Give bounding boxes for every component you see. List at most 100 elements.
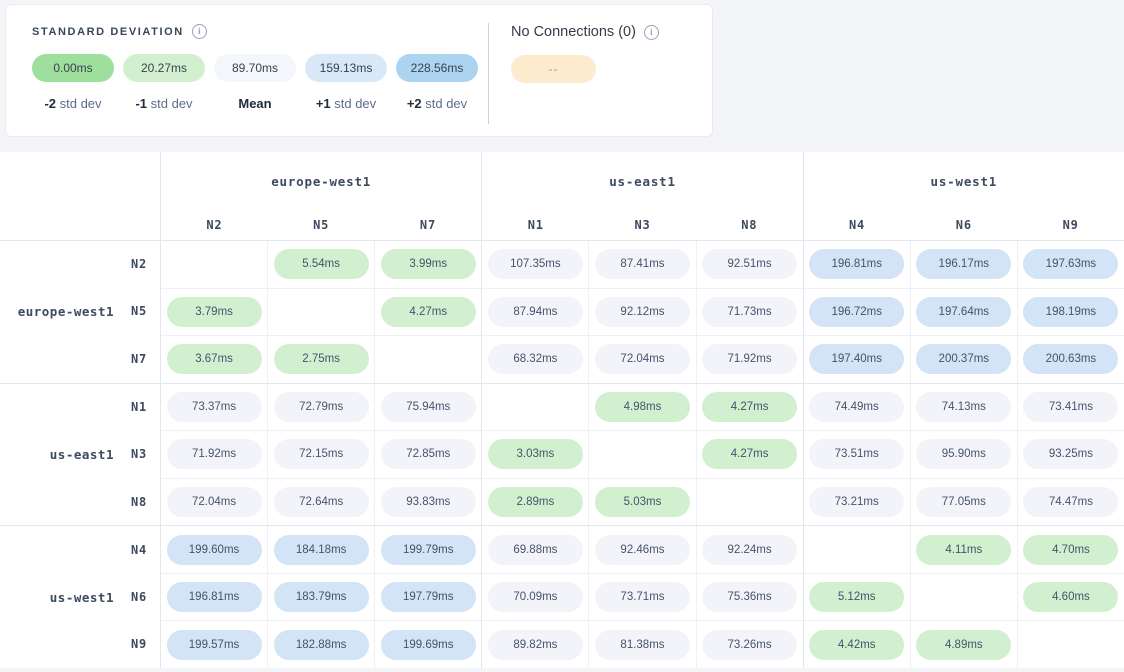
latency-cell[interactable]: 75.36ms — [695, 572, 803, 621]
latency-cell[interactable]: 71.92ms — [160, 430, 268, 478]
latency-cell[interactable]: 92.12ms — [588, 287, 696, 336]
latency-matrix: europe-west1 N2 N5 N7 us-east1 N1 N3 N8 us-west1… — [0, 152, 1124, 668]
latency-cell[interactable]: 72.04ms — [588, 335, 696, 383]
latency-cell[interactable]: 73.51ms — [802, 430, 910, 478]
latency-cell[interactable]: 3.67ms — [160, 335, 268, 383]
latency-cell[interactable]: 74.49ms — [802, 382, 910, 431]
latency-cell[interactable]: 5.12ms — [802, 572, 910, 621]
latency-cell[interactable]: 107.35ms — [481, 240, 589, 288]
latency-cell[interactable]: 75.94ms — [374, 382, 482, 431]
latency-cell[interactable]: 200.63ms — [1016, 335, 1124, 383]
row-node-label: N8 — [130, 494, 148, 509]
std-dev-section: STANDARD DEVIATION i 0.00ms 20.27ms 89.70m… — [6, 5, 488, 136]
latency-cell[interactable]: 73.41ms — [1016, 382, 1124, 431]
latency-cell[interactable]: 3.79ms — [160, 287, 268, 336]
latency-cell[interactable]: 5.54ms — [267, 240, 375, 288]
latency-cell[interactable]: 72.64ms — [267, 477, 375, 526]
latency-cell[interactable]: 183.79ms — [267, 572, 375, 621]
latency-cell[interactable]: 92.46ms — [588, 525, 696, 573]
latency-cell[interactable]: 4.60ms — [1016, 572, 1124, 621]
latency-cell[interactable]: 93.83ms — [374, 477, 482, 526]
latency-pill: 70.09ms — [487, 582, 583, 613]
latency-pill: 5.12ms — [809, 582, 905, 613]
latency-pill: 73.41ms — [1023, 391, 1119, 422]
latency-pill: 95.90ms — [916, 439, 1012, 470]
latency-pill: 87.41ms — [594, 249, 690, 280]
latency-cell[interactable]: 197.64ms — [909, 287, 1017, 336]
latency-cell[interactable]: 72.15ms — [267, 430, 375, 478]
latency-cell[interactable]: 72.79ms — [267, 382, 375, 431]
latency-cell[interactable]: 73.37ms — [160, 382, 268, 431]
latency-cell[interactable]: 87.41ms — [588, 240, 696, 288]
latency-cell[interactable]: 69.88ms — [481, 525, 589, 573]
latency-cell[interactable]: 4.70ms — [1016, 525, 1124, 573]
latency-cell[interactable]: 81.38ms — [588, 620, 696, 668]
latency-cell[interactable]: 2.75ms — [267, 335, 375, 383]
latency-cell[interactable]: 92.24ms — [695, 525, 803, 573]
latency-cell[interactable]: 5.03ms — [588, 477, 696, 526]
latency-cell[interactable]: 73.71ms — [588, 572, 696, 621]
latency-cell[interactable]: 196.72ms — [802, 287, 910, 336]
latency-cell[interactable]: 70.09ms — [481, 572, 589, 621]
latency-cell[interactable]: 3.03ms — [481, 430, 589, 478]
latency-cell[interactable]: 2.89ms — [481, 477, 589, 526]
latency-pill: 199.60ms — [166, 534, 262, 565]
std-dev-step-label: +1 std dev — [315, 96, 377, 111]
latency-pill: 196.17ms — [916, 249, 1012, 280]
latency-pill: 72.04ms — [166, 487, 262, 518]
latency-pill: 3.03ms — [487, 439, 583, 470]
info-icon[interactable]: i — [191, 24, 207, 39]
latency-cell[interactable]: 73.21ms — [802, 477, 910, 526]
latency-cell[interactable]: 68.32ms — [481, 335, 589, 383]
latency-pill: 199.69ms — [380, 629, 476, 660]
latency-cell[interactable]: 3.99ms — [374, 240, 482, 288]
latency-cell[interactable]: 74.13ms — [909, 382, 1017, 431]
latency-cell[interactable]: 74.47ms — [1016, 477, 1124, 526]
latency-cell[interactable]: 199.57ms — [160, 620, 268, 668]
region-header-label: europe-west1 — [271, 174, 372, 189]
latency-pill: 184.18ms — [273, 534, 369, 565]
latency-pill: 196.81ms — [809, 249, 905, 280]
latency-cell[interactable]: 71.92ms — [695, 335, 803, 383]
latency-cell[interactable]: 198.19ms — [1016, 287, 1124, 336]
latency-cell[interactable]: 4.89ms — [909, 620, 1017, 668]
latency-cell[interactable]: 72.85ms — [374, 430, 482, 478]
latency-cell[interactable]: 196.17ms — [909, 240, 1017, 288]
latency-cell[interactable]: 196.81ms — [802, 240, 910, 288]
row-region-label-text: us-east1 — [49, 446, 114, 462]
latency-cell[interactable]: 196.81ms — [160, 572, 268, 621]
latency-cell[interactable]: 87.94ms — [481, 287, 589, 336]
latency-cell[interactable]: 199.69ms — [374, 620, 482, 668]
latency-pill: 199.57ms — [166, 629, 262, 660]
latency-cell[interactable]: 197.79ms — [374, 572, 482, 621]
latency-cell[interactable]: 4.11ms — [909, 525, 1017, 573]
latency-pill: 197.64ms — [916, 296, 1012, 327]
latency-cell[interactable]: 89.82ms — [481, 620, 589, 668]
latency-cell[interactable]: 199.60ms — [160, 525, 268, 573]
no-connections-title: No Connections (0) — [511, 24, 636, 40]
latency-cell[interactable]: 92.51ms — [695, 240, 803, 288]
latency-cell[interactable]: 72.04ms — [160, 477, 268, 526]
latency-cell[interactable]: 4.98ms — [588, 382, 696, 431]
info-icon[interactable]: i — [643, 24, 659, 40]
latency-cell[interactable]: 95.90ms — [909, 430, 1017, 478]
std-dev-step-pill: 89.70ms — [214, 54, 296, 82]
latency-cell[interactable]: 197.40ms — [802, 335, 910, 383]
latency-cell[interactable]: 93.25ms — [1016, 430, 1124, 478]
latency-cell[interactable]: 199.79ms — [374, 525, 482, 573]
latency-cell[interactable]: 4.27ms — [695, 430, 803, 478]
latency-pill: 5.03ms — [594, 487, 690, 518]
latency-pill: 93.83ms — [380, 487, 476, 518]
latency-cell[interactable]: 71.73ms — [695, 287, 803, 336]
latency-cell[interactable]: 73.26ms — [695, 620, 803, 668]
latency-cell[interactable]: 200.37ms — [909, 335, 1017, 383]
latency-cell[interactable]: 4.42ms — [802, 620, 910, 668]
latency-cell[interactable]: 77.05ms — [909, 477, 1017, 526]
latency-cell[interactable]: 184.18ms — [267, 525, 375, 573]
latency-cell[interactable]: 182.88ms — [267, 620, 375, 668]
row-region-label-text: europe-west1 — [17, 304, 114, 320]
latency-cell[interactable]: 4.27ms — [695, 382, 803, 431]
latency-cell[interactable]: 4.27ms — [374, 287, 482, 336]
latency-cell[interactable]: 197.63ms — [1016, 240, 1124, 288]
row-node-label: N9 — [130, 637, 148, 652]
